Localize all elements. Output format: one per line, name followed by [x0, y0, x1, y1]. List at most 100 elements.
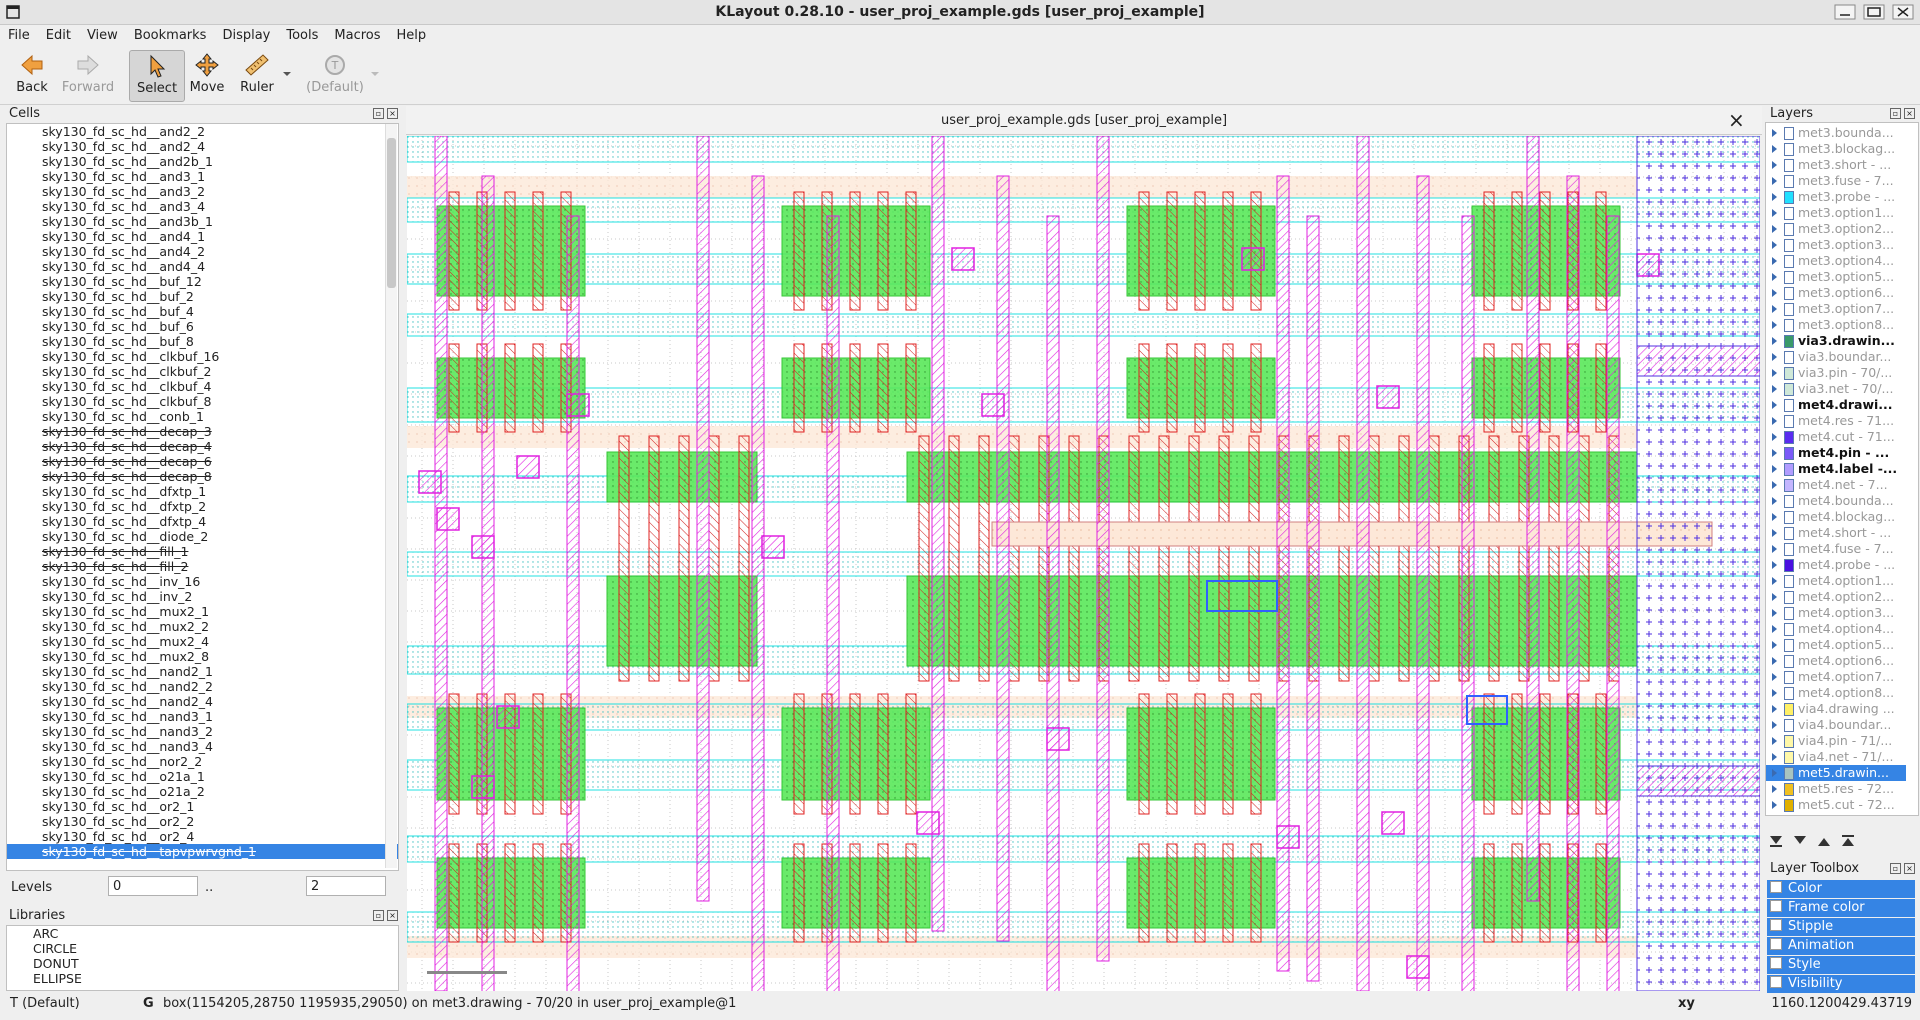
- cell-row[interactable]: sky130_fd_sc_hd__mux2_1: [7, 604, 398, 619]
- tool-forward[interactable]: Forward: [61, 50, 115, 100]
- cell-row[interactable]: sky130_fd_sc_hd__or2_1: [7, 799, 398, 814]
- menu-item[interactable]: Display: [222, 28, 271, 43]
- layer-row[interactable]: met3.option6...: [1766, 285, 1906, 301]
- layer-row[interactable]: met4.label -...: [1766, 461, 1906, 477]
- layer-expander[interactable]: [1772, 465, 1777, 473]
- cell-row[interactable]: sky130_fd_sc_hd__decap_6: [7, 454, 398, 469]
- layer-row[interactable]: met4.short - ...: [1766, 525, 1906, 541]
- cell-row[interactable]: sky130_fd_sc_hd__fill_2: [7, 559, 398, 574]
- layer-expander[interactable]: [1772, 801, 1777, 809]
- cell-row[interactable]: sky130_fd_sc_hd__and3b_1: [7, 214, 398, 229]
- checkbox[interactable]: [1770, 957, 1782, 969]
- layer-expander[interactable]: [1772, 257, 1777, 265]
- layer-expander[interactable]: [1772, 449, 1777, 457]
- tool-select[interactable]: Select: [129, 50, 185, 102]
- cell-row[interactable]: sky130_fd_sc_hd__clkbuf_16: [7, 349, 398, 364]
- layer-expander[interactable]: [1772, 705, 1777, 713]
- cell-row[interactable]: sky130_fd_sc_hd__and2b_1: [7, 154, 398, 169]
- layer-row[interactable]: met3.option5...: [1766, 269, 1906, 285]
- checkbox[interactable]: [1770, 976, 1782, 988]
- cell-row[interactable]: sky130_fd_sc_hd__buf_4: [7, 304, 398, 319]
- cell-row[interactable]: sky130_fd_sc_hd__inv_16: [7, 574, 398, 589]
- layer-expander[interactable]: [1772, 577, 1777, 585]
- dock-close[interactable]: ×: [1904, 108, 1915, 119]
- layer-row[interactable]: met5.res - 72...: [1766, 781, 1906, 797]
- checkbox[interactable]: [1770, 938, 1782, 950]
- library-item[interactable]: CIRCLE: [33, 941, 78, 956]
- cell-row[interactable]: sky130_fd_sc_hd__and3_1: [7, 169, 398, 184]
- layer-row[interactable]: via4.boundar...: [1766, 717, 1906, 733]
- layer-expander[interactable]: [1772, 193, 1777, 201]
- tool-ruler[interactable]: Ruler: [230, 50, 284, 100]
- layer-row[interactable]: met3.option4...: [1766, 253, 1906, 269]
- menu-item[interactable]: Help: [396, 28, 427, 43]
- cell-row[interactable]: sky130_fd_sc_hd__dfxtp_4: [7, 514, 398, 529]
- layer-row[interactable]: met4.probe - ...: [1766, 557, 1906, 573]
- layout-canvas[interactable]: [407, 136, 1760, 991]
- layer-expander[interactable]: [1772, 129, 1777, 137]
- checkbox[interactable]: [1770, 919, 1782, 931]
- tool-default[interactable]: T (Default): [303, 50, 367, 100]
- tool-back[interactable]: Back: [5, 50, 59, 100]
- dropdown-arrow[interactable]: [282, 70, 292, 78]
- cell-row[interactable]: sky130_fd_sc_hd__decap_4: [7, 439, 398, 454]
- layer-row[interactable]: met3.option1...: [1766, 205, 1906, 221]
- layer-expander[interactable]: [1772, 289, 1777, 297]
- cell-row[interactable]: sky130_fd_sc_hd__tapvpwrvgnd_1: [7, 844, 398, 859]
- cell-row[interactable]: sky130_fd_sc_hd__buf_6: [7, 319, 398, 334]
- layer-expander[interactable]: [1772, 561, 1777, 569]
- cell-row[interactable]: sky130_fd_sc_hd__clkbuf_4: [7, 379, 398, 394]
- layer-row[interactable]: via3.net - 70/...: [1766, 381, 1906, 397]
- dropdown-arrow[interactable]: [370, 70, 380, 78]
- cell-row[interactable]: sky130_fd_sc_hd__clkbuf_2: [7, 364, 398, 379]
- tab-close[interactable]: ×: [1728, 108, 1745, 132]
- dock-close[interactable]: ×: [1904, 863, 1915, 874]
- menu-item[interactable]: File: [8, 28, 30, 43]
- dock-close[interactable]: ×: [387, 108, 398, 119]
- layer-row[interactable]: met4.option5...: [1766, 637, 1906, 653]
- layer-row[interactable]: met3.bounda...: [1766, 125, 1906, 141]
- layer-row[interactable]: met4.option8...: [1766, 685, 1906, 701]
- cell-row[interactable]: sky130_fd_sc_hd__diode_2: [7, 529, 398, 544]
- layer-row[interactable]: via3.pin - 70/...: [1766, 365, 1906, 381]
- menu-item[interactable]: View: [86, 28, 118, 43]
- cell-row[interactable]: sky130_fd_sc_hd__decap_3: [7, 424, 398, 439]
- layer-expander[interactable]: [1772, 689, 1777, 697]
- cell-row[interactable]: sky130_fd_sc_hd__fill_1: [7, 544, 398, 559]
- layer-row[interactable]: met4.blockag...: [1766, 509, 1906, 525]
- toolbox-item[interactable]: Stipple: [1767, 918, 1915, 936]
- layer-row[interactable]: met4.option4...: [1766, 621, 1906, 637]
- layer-expander[interactable]: [1772, 433, 1777, 441]
- cell-row[interactable]: sky130_fd_sc_hd__dfxtp_1: [7, 484, 398, 499]
- layer-expander[interactable]: [1772, 545, 1777, 553]
- layer-expander[interactable]: [1772, 481, 1777, 489]
- cell-row[interactable]: sky130_fd_sc_hd__dfxtp_2: [7, 499, 398, 514]
- dock-close[interactable]: ×: [387, 910, 398, 921]
- menu-item[interactable]: Macros: [334, 28, 381, 43]
- cell-row[interactable]: sky130_fd_sc_hd__buf_8: [7, 334, 398, 349]
- levels-to[interactable]: 2: [306, 876, 386, 896]
- layer-expander[interactable]: [1772, 177, 1777, 185]
- cell-row[interactable]: sky130_fd_sc_hd__buf_2: [7, 289, 398, 304]
- layer-row[interactable]: met4.option6...: [1766, 653, 1906, 669]
- layer-row[interactable]: via4.pin - 71/...: [1766, 733, 1906, 749]
- layer-expander[interactable]: [1772, 625, 1777, 633]
- layer-expander[interactable]: [1772, 497, 1777, 505]
- layer-row[interactable]: met3.option2...: [1766, 221, 1906, 237]
- layer-row[interactable]: met3.short - ...: [1766, 157, 1906, 173]
- layer-expander[interactable]: [1772, 369, 1777, 377]
- layer-expander[interactable]: [1772, 785, 1777, 793]
- layer-expander[interactable]: [1772, 353, 1777, 361]
- layer-expander[interactable]: [1772, 657, 1777, 665]
- dock-float[interactable]: ▫: [1890, 108, 1901, 119]
- checkbox[interactable]: [1770, 900, 1782, 912]
- toolbox-item[interactable]: Style: [1767, 956, 1915, 974]
- layer-row[interactable]: met4.option1...: [1766, 573, 1906, 589]
- layer-row[interactable]: via3.boundar...: [1766, 349, 1906, 365]
- scroll-thumb[interactable]: [387, 138, 396, 288]
- cell-row[interactable]: sky130_fd_sc_hd__o21a_2: [7, 784, 398, 799]
- cell-row[interactable]: sky130_fd_sc_hd__or2_2: [7, 814, 398, 829]
- cell-row[interactable]: sky130_fd_sc_hd__and2_2: [7, 124, 398, 139]
- layer-expander[interactable]: [1772, 593, 1777, 601]
- cell-row[interactable]: sky130_fd_sc_hd__clkbuf_8: [7, 394, 398, 409]
